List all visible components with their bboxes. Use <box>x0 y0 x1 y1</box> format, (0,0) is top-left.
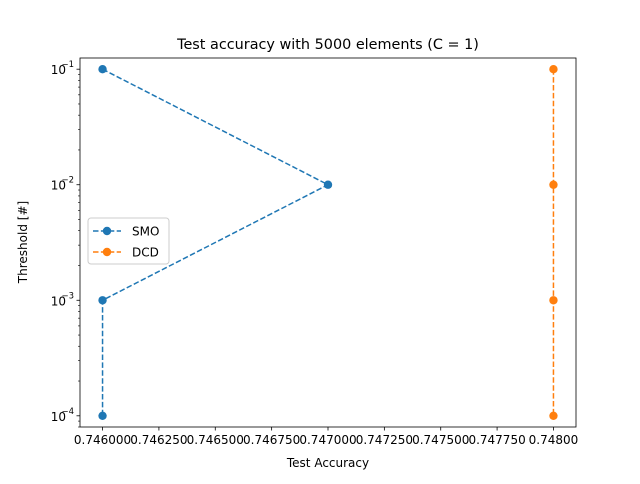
y-tick-label: 10 <box>51 179 66 193</box>
y-tick-exponent: −1 <box>61 60 74 70</box>
x-tick-label: 0.74800 <box>529 433 579 447</box>
legend-item-smo: SMO <box>93 225 159 239</box>
data-point-dcd <box>549 411 558 421</box>
data-point-dcd <box>549 296 558 305</box>
x-tick-label: 0.747250 <box>356 433 413 447</box>
ticks-layer: 0.746000 0.746250 0.746500 0.746750 0.747000… <box>51 60 579 447</box>
data-point-smo <box>323 180 333 189</box>
legend-swatch-marker <box>102 247 112 257</box>
legend-label: DCD <box>132 246 159 260</box>
x-tick-label: 0.746250 <box>130 433 187 447</box>
legend-item-dcd: DCD <box>93 246 159 260</box>
data-point-dcd <box>549 64 558 74</box>
y-tick-exponent: −3 <box>61 291 74 301</box>
x-tick-label: 0.747750 <box>468 433 525 447</box>
legend-label: SMO <box>132 225 159 239</box>
legend: SMO DCD <box>87 217 170 265</box>
series-line-smo <box>101 68 330 416</box>
x-tick-label: 0.747500 <box>412 433 469 447</box>
x-tick-label: 0.746750 <box>243 433 300 447</box>
data-point-dcd <box>549 180 558 189</box>
y-tick-label: 10 <box>51 294 66 308</box>
x-tick-label: 0.746000 <box>74 433 131 447</box>
data-point-smo <box>98 296 107 305</box>
x-axis-label: Test Accuracy <box>286 456 369 470</box>
series-dcd <box>549 64 558 421</box>
y-axis-label: Threshold [#] <box>16 201 30 284</box>
plot-frame <box>79 57 577 428</box>
y-tick-exponent: −4 <box>61 407 74 417</box>
legend-swatch-marker <box>102 226 112 236</box>
x-tick-label: 0.746500 <box>187 433 244 447</box>
chart-title: Test accuracy with 5000 elements (C = 1) <box>176 37 479 53</box>
series-smo <box>98 64 333 421</box>
y-tick-label: 10 <box>51 410 66 424</box>
y-tick-label: 10 <box>51 63 66 77</box>
series-layer <box>98 64 558 421</box>
data-point-smo <box>98 411 107 421</box>
x-tick-label: 0.747000 <box>299 433 356 447</box>
data-point-smo <box>98 64 107 74</box>
y-tick-exponent: −2 <box>61 176 74 186</box>
